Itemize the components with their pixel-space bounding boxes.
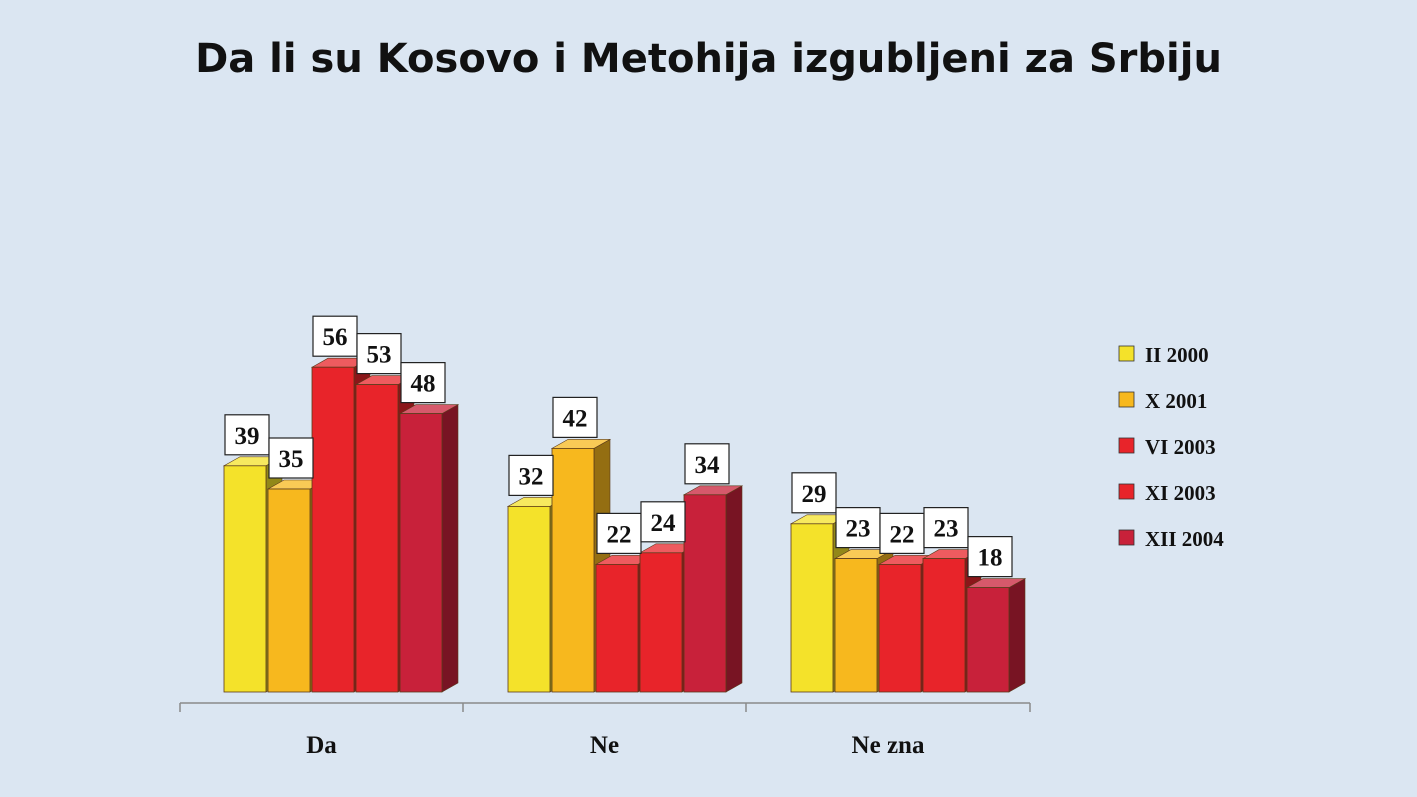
legend-item: VI 2003 xyxy=(1118,435,1216,459)
legend: II 2000 X 2001 VI 2003 XI 2003 XII 2004 xyxy=(1118,343,1224,551)
data-label: 35 xyxy=(268,437,314,479)
data-label: 23 xyxy=(835,507,881,549)
bar-front xyxy=(683,494,727,693)
bar-front xyxy=(355,384,399,693)
data-label: 29 xyxy=(791,472,837,514)
data-label-text: 56 xyxy=(323,324,348,351)
legend-item: II 2000 xyxy=(1118,343,1209,367)
bar-front xyxy=(922,558,966,693)
bar-front xyxy=(551,447,595,693)
data-label-text: 48 xyxy=(411,371,436,398)
legend-label: VI 2003 xyxy=(1145,435,1216,459)
bar-front xyxy=(878,564,922,693)
legend-item: X 2001 xyxy=(1118,389,1207,413)
legend-item: XII 2004 xyxy=(1118,527,1224,551)
data-label-text: 18 xyxy=(978,545,1003,572)
legend-label: XII 2004 xyxy=(1145,527,1224,551)
bar-ne-4 xyxy=(682,485,744,693)
data-label-text: 32 xyxy=(519,463,544,490)
legend-item: XI 2003 xyxy=(1118,481,1216,505)
bars-layer: 39 35 56 53 48 32 42 22 24 34 29 23 22 23 18 xyxy=(222,315,1027,693)
data-label-box xyxy=(923,507,969,549)
bar-front xyxy=(267,488,311,693)
x-tick-label: Ne xyxy=(590,732,619,759)
data-label-text: 39 xyxy=(235,423,260,450)
data-label-box xyxy=(224,414,270,456)
chart-title: Da li su Kosovo i Metohija izgubljeni za… xyxy=(195,36,1222,82)
data-label-box xyxy=(879,512,925,555)
data-label-box xyxy=(552,396,598,438)
data-label-text: 42 xyxy=(563,405,588,432)
data-label: 39 xyxy=(224,414,270,456)
data-label-box xyxy=(684,443,730,485)
data-label-box xyxy=(967,535,1013,578)
legend-swatch xyxy=(1118,529,1135,546)
data-label-text: 23 xyxy=(846,516,871,543)
data-label-box xyxy=(640,501,686,543)
data-label: 53 xyxy=(356,333,402,375)
bar-front xyxy=(311,366,355,693)
data-label: 23 xyxy=(923,507,969,549)
data-label-box xyxy=(312,315,358,357)
data-label: 32 xyxy=(508,454,554,496)
legend-swatch xyxy=(1118,391,1135,408)
legend-label: II 2000 xyxy=(1145,343,1209,367)
legend-label: X 2001 xyxy=(1145,389,1207,413)
bar-front xyxy=(223,465,267,693)
data-label-text: 22 xyxy=(607,521,632,548)
data-label-text: 53 xyxy=(367,342,392,369)
bar-front xyxy=(639,552,683,693)
data-label-text: 34 xyxy=(695,452,721,479)
legend-swatch xyxy=(1118,483,1135,500)
data-label-box xyxy=(356,333,402,375)
data-label: 22 xyxy=(596,512,642,555)
bar-side xyxy=(441,404,459,693)
data-label-text: 24 xyxy=(651,510,677,537)
bar-side xyxy=(725,485,743,693)
x-tick-label: Da xyxy=(306,732,337,759)
data-label-text: 35 xyxy=(279,446,304,473)
legend-swatch xyxy=(1118,437,1135,454)
x-axis: Da Ne Ne zna xyxy=(179,702,1031,759)
data-label-box xyxy=(791,472,837,514)
data-label: 22 xyxy=(879,512,925,555)
data-label: 34 xyxy=(684,443,730,485)
bar-front xyxy=(790,523,834,693)
data-label-text: 29 xyxy=(802,481,827,508)
legend-label: XI 2003 xyxy=(1145,481,1216,505)
bar-ne-zna-4 xyxy=(965,578,1027,693)
data-label: 56 xyxy=(312,315,358,357)
bar-front xyxy=(399,413,443,693)
data-label-box xyxy=(835,507,881,549)
data-label-text: 22 xyxy=(890,521,915,548)
data-label: 18 xyxy=(967,535,1013,578)
data-label: 48 xyxy=(400,362,446,404)
legend-swatch xyxy=(1118,345,1135,362)
data-label: 42 xyxy=(552,396,598,438)
data-label-text: 23 xyxy=(934,516,959,543)
bar-da-4 xyxy=(398,404,460,693)
bar-front xyxy=(966,587,1010,693)
data-label: 24 xyxy=(640,501,686,543)
data-label-box xyxy=(508,454,554,496)
x-tick-label: Ne zna xyxy=(852,732,925,759)
bar-front xyxy=(595,564,639,693)
bar-front xyxy=(834,558,878,693)
data-label-box xyxy=(400,362,446,404)
bar-side xyxy=(1008,578,1026,693)
data-label-box xyxy=(268,437,314,479)
bar-front xyxy=(507,505,551,693)
